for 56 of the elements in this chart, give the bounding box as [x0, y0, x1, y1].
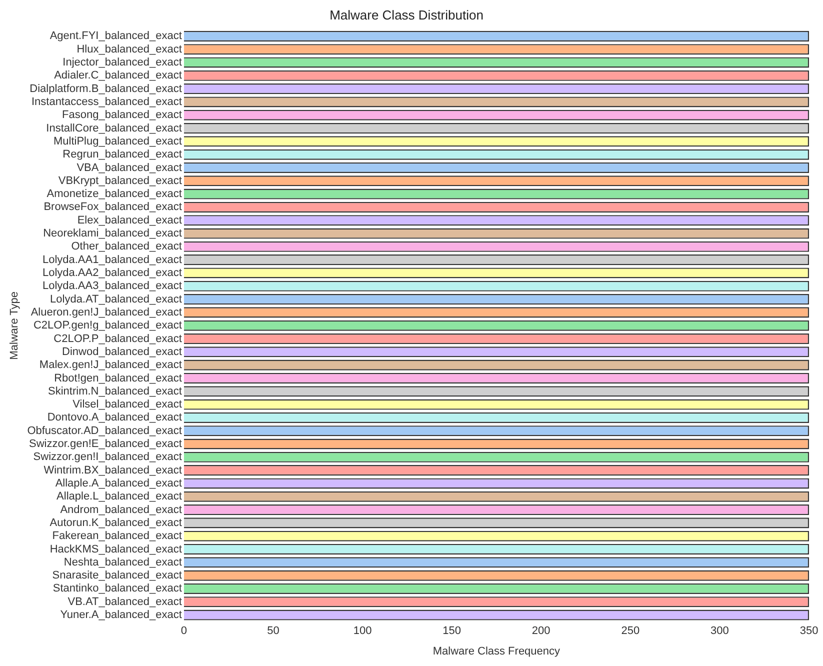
y-tick-label: Lolyda.AA3_balanced_exact — [42, 280, 182, 292]
y-tick-label: VB.AT_balanced_exact — [68, 596, 182, 608]
y-tick-label: BrowseFox_balanced_exact — [44, 201, 182, 214]
y-tick-label: Vilsel_balanced_exact — [72, 398, 182, 411]
x-tick-label: 250 — [621, 625, 640, 638]
y-tick-label: Fasong_balanced_exact — [62, 109, 182, 122]
y-tick-label: Dialplatform.B_balanced_exact — [30, 82, 182, 95]
x-tick-label: 50 — [267, 625, 280, 638]
y-tick-label: Obfuscator.AD_balanced_exact — [27, 424, 182, 437]
x-tick-label: 150 — [442, 625, 461, 638]
y-tick-label: Swizzor.gen!E_balanced_exact — [29, 438, 182, 450]
y-tick-label: Lolyda.AA1_balanced_exact — [42, 254, 182, 266]
y-tick-label: C2LOP.P_balanced_exact — [54, 332, 182, 345]
y-tick-label: Lolyda.AT_balanced_exact — [50, 293, 182, 306]
y-tick-label: Alueron.gen!J_balanced_exact — [30, 306, 182, 318]
y-tick-label: HackKMS_balanced_exact — [50, 543, 182, 556]
y-tick-label: Swizzor.gen!I_balanced_exact — [33, 451, 182, 464]
y-tick-label: Rbot!gen_balanced_exact — [54, 372, 182, 384]
y-tick-label: VBA_balanced_exact — [76, 162, 182, 174]
y-axis-title: Malware Type — [8, 291, 21, 360]
y-tick-label: Fakerean_balanced_exact — [52, 530, 182, 542]
y-tick-label: Dontovo.A_balanced_exact — [47, 412, 182, 424]
y-tick-label: Malex.gen!J_balanced_exact — [39, 359, 182, 372]
x-axis-title: Malware Class Frequency — [432, 645, 561, 658]
y-tick-label: InstallCore_balanced_exact — [46, 122, 182, 134]
y-tick-label: Dinwod_balanced_exact — [62, 346, 182, 358]
y-tick-label: Neshta_balanced_exact — [64, 556, 182, 568]
x-tick-label: 0 — [180, 625, 187, 638]
y-tick-label: Agent.FYI_balanced_exact — [50, 30, 182, 42]
y-tick-label: Lolyda.AA2_balanced_exact — [42, 267, 182, 280]
y-tick-label: Wintrim.BX_balanced_exact — [44, 464, 182, 476]
x-tick-label: 100 — [353, 625, 372, 638]
y-tick-label: Neoreklami_balanced_exact — [43, 228, 182, 240]
y-tick-label: Allaple.A_balanced_exact — [55, 478, 182, 490]
y-tick-label: C2LOP.gen!g_balanced_exact — [33, 320, 182, 332]
y-tick-label: Stantinko_balanced_exact — [52, 582, 182, 595]
y-tick-label: Instantaccess_balanced_exact — [31, 96, 182, 108]
y-tick-label: Elex_balanced_exact — [77, 214, 182, 226]
y-tick-label: Other_balanced_exact — [71, 240, 182, 253]
y-tick-label: Snarasite_balanced_exact — [52, 570, 182, 582]
y-tick-label: Yuner.A_balanced_exact — [60, 609, 182, 622]
y-tick-label: Amonetize_balanced_exact — [46, 188, 182, 200]
x-tick-label: 350 — [800, 625, 818, 638]
y-tick-label: Injector_balanced_exact — [62, 56, 182, 69]
y-tick-label: Regrun_balanced_exact — [62, 148, 182, 161]
y-tick-label: Androm_balanced_exact — [60, 504, 182, 516]
x-tick-label: 300 — [710, 625, 729, 638]
x-tick-label: 200 — [532, 625, 550, 638]
y-tick-label: Adialer.C_balanced_exact — [54, 70, 182, 82]
y-tick-label: Allaple.L_balanced_exact — [56, 490, 182, 503]
y-tick-label: Autorun.K_balanced_exact — [50, 516, 182, 529]
y-tick-label: MultiPlug_balanced_exact — [53, 135, 182, 148]
chart-title: Malware Class Distribution — [330, 7, 484, 22]
y-tick-label: VBKrypt_balanced_exact — [58, 174, 182, 187]
y-tick-label: Hlux_balanced_exact — [76, 43, 182, 56]
y-tick-label: Skintrim.N_balanced_exact — [48, 385, 182, 398]
